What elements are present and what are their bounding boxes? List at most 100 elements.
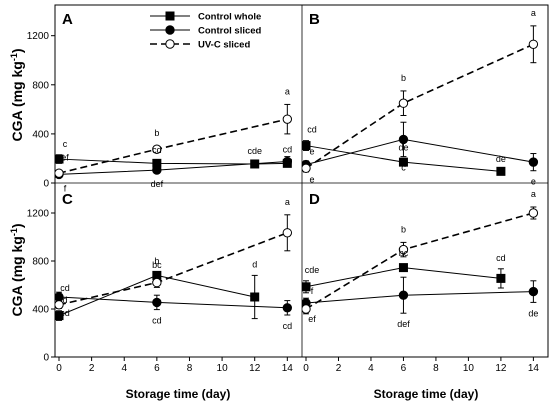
sig-letter: e bbox=[309, 147, 314, 157]
x-tick-label: 2 bbox=[89, 363, 95, 374]
marker-square bbox=[398, 263, 408, 273]
y-axis-label-bottom: CGA (mg kg-1) bbox=[9, 223, 25, 316]
marker-square bbox=[496, 166, 506, 176]
marker-open-circle bbox=[55, 300, 64, 310]
marker-square bbox=[55, 311, 64, 321]
marker-open-circle bbox=[398, 244, 409, 255]
marker-open-circle bbox=[398, 98, 409, 108]
x-tick-label: 0 bbox=[303, 363, 309, 374]
panel-d-series bbox=[302, 206, 539, 315]
marker-filled-circle bbox=[152, 165, 162, 175]
sig-letter: c bbox=[63, 139, 68, 149]
marker-open-circle bbox=[55, 168, 64, 178]
panel-c-series bbox=[55, 214, 293, 321]
marker-square bbox=[55, 154, 64, 164]
x-tick-label: 6 bbox=[154, 363, 160, 374]
marker-open-circle bbox=[302, 304, 311, 314]
sig-letter: d bbox=[252, 259, 257, 269]
y-tick-label: 1200 bbox=[27, 31, 50, 42]
sig-letter: def bbox=[397, 319, 410, 329]
sig-letter: b bbox=[154, 256, 159, 266]
axis-ticks: 0 400 800 1200 0 400 800 1200 0 2 4 6 8 10 12 14 0 2 4 6 8 10… bbox=[27, 31, 540, 374]
sig-letter: ef bbox=[61, 153, 69, 163]
sig-letter: def bbox=[151, 179, 164, 189]
x-tick-label: 10 bbox=[217, 363, 229, 374]
sig-letter: bc bbox=[152, 260, 162, 270]
marker-square bbox=[398, 157, 408, 167]
x-tick-label: 10 bbox=[463, 363, 475, 374]
sig-letter: e bbox=[309, 174, 314, 184]
panel-b-series bbox=[302, 25, 539, 176]
y-tick-label: 1200 bbox=[27, 209, 50, 220]
marker-filled-circle bbox=[528, 157, 539, 167]
sig-letter: cd bbox=[60, 283, 70, 293]
y-tick-label: 400 bbox=[32, 129, 49, 140]
sig-letter: cd bbox=[152, 316, 162, 326]
panel-label-d: D bbox=[309, 191, 320, 208]
sig-letter: cde bbox=[305, 265, 320, 275]
x-tick-label: 0 bbox=[56, 363, 62, 374]
x-tick-label: 8 bbox=[187, 363, 193, 374]
marker-filled-circle bbox=[165, 25, 175, 35]
x-tick-label: 12 bbox=[495, 363, 507, 374]
y-tick-label: 400 bbox=[32, 305, 49, 316]
x-tick-label: 14 bbox=[282, 363, 294, 374]
marker-filled-circle bbox=[152, 297, 162, 308]
x-tick-label: 14 bbox=[528, 363, 540, 374]
marker-filled-circle bbox=[528, 286, 539, 297]
sig-letter: f bbox=[311, 286, 314, 296]
x-tick-label: 2 bbox=[336, 363, 342, 374]
plot-frame bbox=[54, 4, 549, 358]
sig-letter: de bbox=[528, 308, 538, 318]
y-axis-label-exponent: -1 bbox=[9, 228, 19, 236]
marker-filled-circle bbox=[282, 156, 293, 167]
y-tick-label: 0 bbox=[43, 353, 49, 364]
x-tick-label: 6 bbox=[401, 363, 407, 374]
sig-letter: e bbox=[531, 177, 536, 187]
panel-frames bbox=[54, 4, 549, 358]
sig-letter: cd bbox=[60, 308, 70, 318]
sig-letter: de bbox=[398, 142, 408, 152]
panel-label-b: B bbox=[309, 11, 320, 28]
marker-square bbox=[302, 141, 311, 151]
panel-a-series bbox=[55, 103, 293, 180]
marker-filled-circle bbox=[398, 134, 409, 145]
sig-letter: b bbox=[401, 73, 406, 83]
x-axis-label-left: Storage time (day) bbox=[126, 387, 231, 401]
legend-label: UV-C sliced bbox=[198, 40, 250, 51]
legend-label: Control sliced bbox=[198, 26, 262, 37]
y-axis-label-close: ) bbox=[9, 223, 25, 228]
data-marks bbox=[55, 25, 539, 321]
marker-filled-circle bbox=[282, 303, 293, 313]
sig-letter: cd bbox=[307, 125, 317, 135]
sig-letter: cd bbox=[283, 321, 293, 331]
sig-letter: cd bbox=[496, 253, 506, 263]
panel-label-a: A bbox=[62, 11, 73, 28]
x-axis-label-right: Storage time (day) bbox=[374, 387, 479, 401]
marker-square bbox=[250, 292, 260, 302]
y-axis-label-exponent: -1 bbox=[9, 53, 19, 61]
x-tick-label: 4 bbox=[368, 363, 374, 374]
legend: Control whole Control sliced UV-C sliced bbox=[150, 11, 262, 51]
panel-label-c: C bbox=[62, 191, 73, 208]
sig-letter: ef bbox=[308, 314, 316, 324]
y-tick-label: 800 bbox=[32, 80, 49, 91]
marker-open-circle bbox=[165, 39, 175, 49]
y-axis-label-text: CGA (mg kg bbox=[9, 236, 25, 316]
y-axis-label-text: CGA (mg kg bbox=[9, 61, 25, 141]
x-tick-label: 4 bbox=[121, 363, 127, 374]
sig-letter: d bbox=[62, 295, 67, 305]
y-axis-label-close: ) bbox=[9, 48, 25, 53]
sig-letter: bc bbox=[399, 248, 409, 258]
legend-label: Control whole bbox=[198, 12, 261, 23]
x-tick-label: 12 bbox=[249, 363, 261, 374]
x-tick-label: 8 bbox=[433, 363, 439, 374]
sig-letter: cde bbox=[247, 146, 262, 156]
sig-letter: de bbox=[496, 154, 506, 164]
sig-letter: a bbox=[285, 197, 290, 207]
sig-letter: a bbox=[285, 86, 290, 96]
sig-letter: cd bbox=[283, 144, 293, 154]
